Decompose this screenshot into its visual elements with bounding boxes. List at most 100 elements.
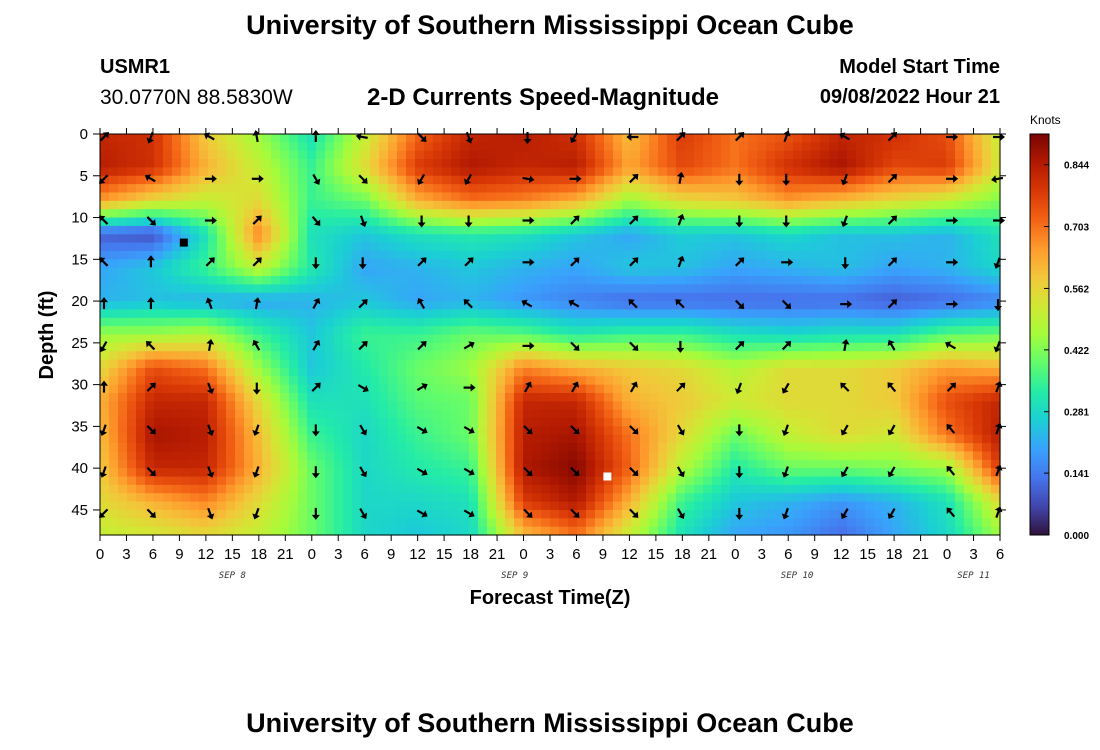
heatmap-cell	[946, 476, 956, 486]
heatmap-cell	[856, 334, 866, 344]
heatmap-cell	[856, 376, 866, 386]
heatmap-cell	[595, 209, 605, 219]
heatmap-cell	[910, 418, 920, 427]
heatmap-cell	[100, 175, 110, 185]
heatmap-cell	[856, 142, 866, 152]
heatmap-cell	[226, 175, 236, 185]
heatmap-cell	[496, 217, 506, 227]
heatmap-cell	[955, 493, 965, 503]
heatmap-cell	[262, 359, 272, 369]
heatmap-cell	[586, 192, 596, 202]
heatmap-cell	[208, 150, 218, 160]
heatmap-cell	[424, 484, 434, 494]
heatmap-cell	[667, 426, 677, 436]
heatmap-cell	[991, 367, 1001, 377]
heatmap-cell	[586, 401, 596, 411]
heatmap-cell	[100, 501, 110, 511]
heatmap-cell	[262, 334, 272, 344]
heatmap-cell	[577, 192, 587, 202]
heatmap-cell	[379, 225, 389, 235]
heatmap-cell	[622, 250, 632, 260]
heatmap-cell	[766, 192, 776, 202]
heatmap-cell	[514, 317, 524, 327]
heatmap-cell	[775, 443, 785, 453]
heatmap-cell	[550, 384, 560, 394]
heatmap-cell	[109, 184, 119, 194]
heatmap-cell	[847, 209, 857, 219]
heatmap-cell	[982, 175, 992, 185]
heatmap-cell	[172, 259, 182, 269]
heatmap-cell	[865, 292, 875, 302]
heatmap-cell	[226, 434, 236, 444]
heatmap-cell	[793, 376, 803, 386]
heatmap-cell	[973, 334, 983, 344]
heatmap-cell	[181, 376, 191, 386]
heatmap-cell	[460, 518, 470, 528]
heatmap-cell	[883, 401, 893, 411]
heatmap-cell	[712, 250, 722, 260]
heatmap-cell	[802, 309, 812, 319]
heatmap-cell	[289, 443, 299, 453]
heatmap-cell	[766, 376, 776, 386]
heatmap-cell	[964, 359, 974, 369]
heatmap-cell	[289, 192, 299, 202]
heatmap-cell	[199, 392, 209, 402]
heatmap-cell	[721, 451, 731, 461]
heatmap-cell	[928, 192, 938, 202]
heatmap-cell	[892, 167, 902, 177]
heatmap-cell	[163, 200, 173, 210]
heatmap-cell	[586, 326, 596, 336]
heatmap-cell	[271, 476, 281, 486]
heatmap-cell	[460, 209, 470, 219]
heatmap-cell	[613, 167, 623, 177]
heatmap-cell	[397, 376, 407, 386]
heatmap-cell	[595, 443, 605, 453]
heatmap-cell	[271, 334, 281, 344]
heatmap-cell	[244, 376, 254, 386]
heatmap-cell	[703, 384, 713, 394]
heatmap-cell	[685, 518, 695, 528]
heatmap-cell	[703, 426, 713, 436]
heatmap-cell	[370, 426, 380, 436]
heatmap-cell	[919, 451, 929, 461]
heatmap-cell	[262, 234, 272, 244]
heatmap-cell	[559, 159, 569, 169]
heatmap-cell	[550, 342, 560, 352]
heatmap-cell	[946, 301, 956, 311]
heatmap-cell	[928, 167, 938, 177]
heatmap-cell	[415, 134, 425, 143]
heatmap-cell	[955, 159, 965, 169]
heatmap-cell	[262, 384, 272, 394]
heatmap-cell	[658, 217, 668, 227]
heatmap-cell	[640, 309, 650, 319]
heatmap-cell	[523, 326, 533, 336]
heatmap-cell	[199, 259, 209, 269]
heatmap-cell	[550, 284, 560, 294]
heatmap-cell	[469, 134, 479, 143]
heatmap-cell	[316, 493, 326, 503]
heatmap-cell	[919, 234, 929, 244]
heatmap-cell	[964, 142, 974, 152]
heatmap-cell	[199, 493, 209, 503]
heatmap-cell	[334, 200, 344, 210]
heatmap-cell	[604, 392, 614, 402]
heatmap-cell	[235, 242, 245, 252]
heatmap-cell	[325, 484, 335, 494]
heatmap-cell	[496, 159, 506, 169]
heatmap-cell	[604, 184, 614, 194]
heatmap-cell	[811, 159, 821, 169]
heatmap-cell	[955, 284, 965, 294]
heatmap-cell	[685, 367, 695, 377]
heatmap-cell	[757, 526, 767, 536]
heatmap-cell	[874, 443, 884, 453]
heatmap-cell	[127, 459, 137, 469]
heatmap-cell	[523, 209, 533, 219]
heatmap-cell	[838, 518, 848, 528]
heatmap-cell	[262, 276, 272, 285]
heatmap-cell	[226, 134, 236, 143]
heatmap-cell	[478, 376, 488, 386]
heatmap-cell	[973, 175, 983, 185]
heatmap-cell	[469, 376, 479, 386]
heatmap-cell	[541, 150, 551, 160]
heatmap-cell	[487, 242, 497, 252]
